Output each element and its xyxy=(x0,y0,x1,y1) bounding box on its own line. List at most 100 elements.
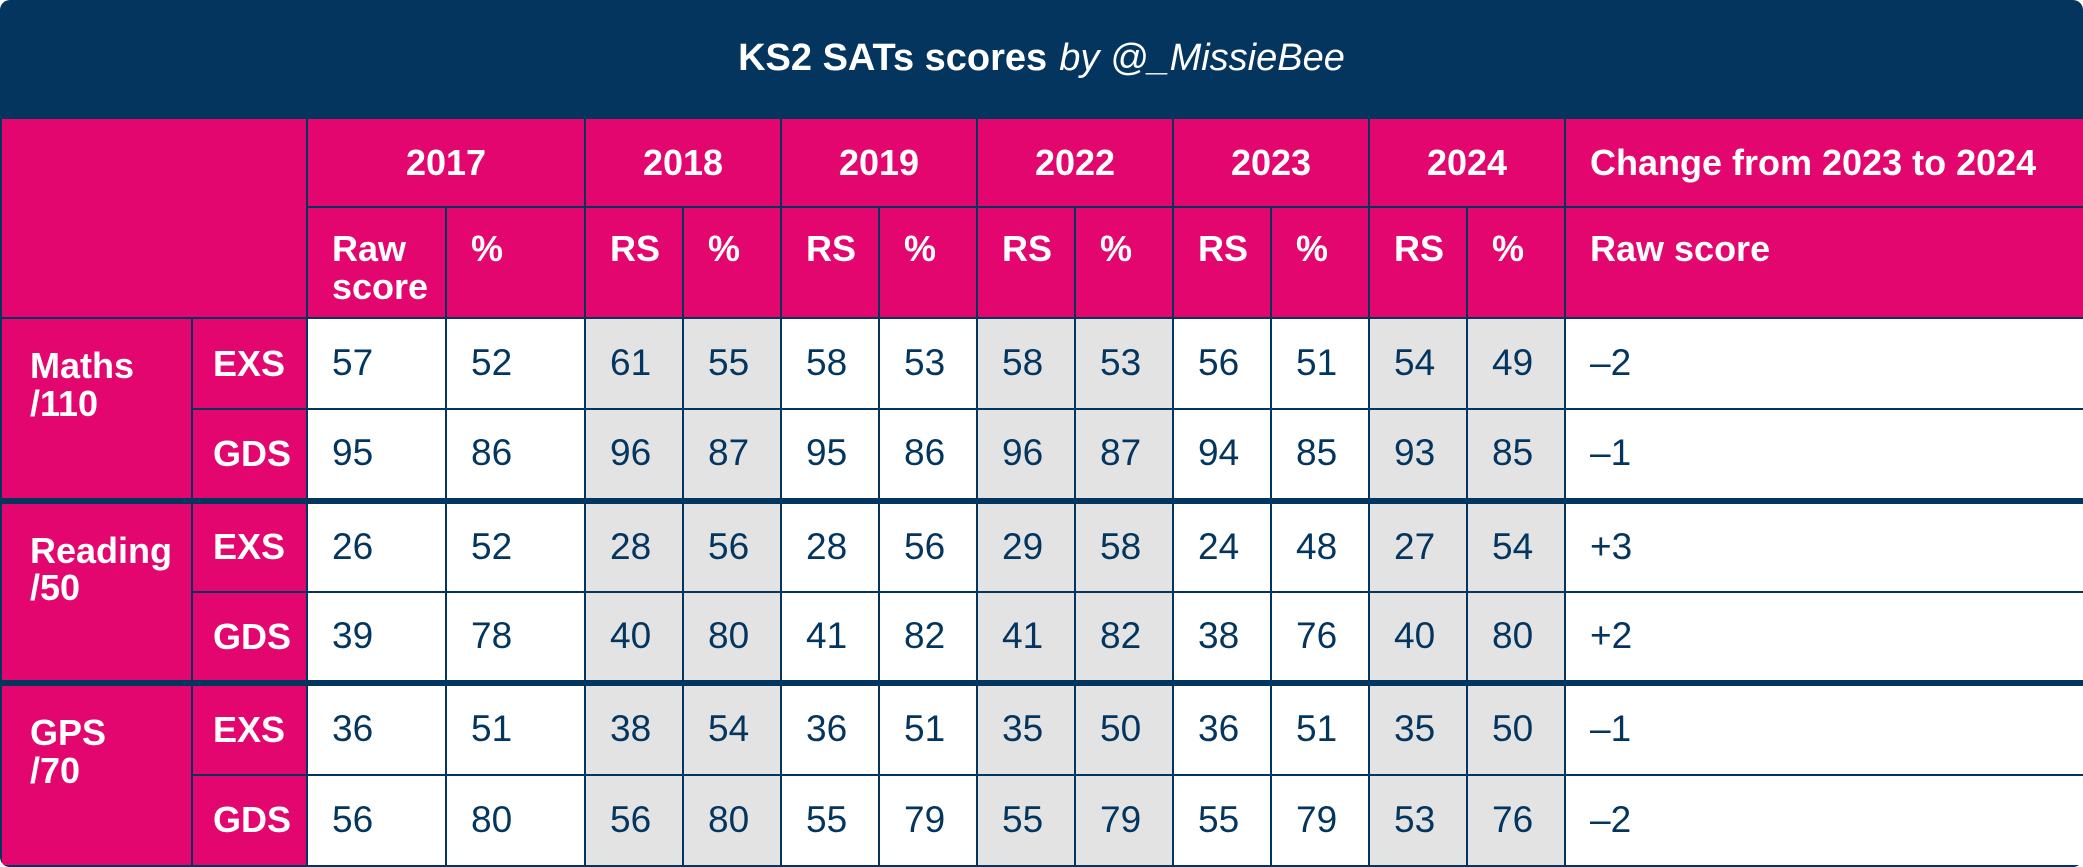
score-cell: 56 xyxy=(878,497,978,593)
sub-header-6: RS xyxy=(976,206,1076,319)
band-label: GDS xyxy=(191,773,308,867)
subject-max: /70 xyxy=(30,750,81,792)
score-cell: 38 xyxy=(584,680,684,776)
score-cell: 51 xyxy=(1270,316,1370,411)
subject-max: /50 xyxy=(30,567,81,609)
score-cell: 80 xyxy=(682,773,782,867)
score-cell: 35 xyxy=(976,680,1076,776)
table-row: GDS 39 78 40 80 41 82 41 82 38 76 40 80 +2 xyxy=(1,590,2083,685)
score-cell: 28 xyxy=(780,497,880,593)
score-cell: 38 xyxy=(1172,590,1272,685)
score-cell: 94 xyxy=(1172,408,1272,502)
score-cell: 54 xyxy=(1368,316,1468,411)
sub-header-5: % xyxy=(878,206,978,319)
score-cell: 53 xyxy=(1074,316,1174,411)
change-cell: –1 xyxy=(1564,408,2083,502)
table-row: GDS 95 86 96 87 95 86 96 87 94 85 93 85 –1 xyxy=(1,408,2083,502)
score-cell: 55 xyxy=(780,773,880,867)
score-cell: 52 xyxy=(445,316,586,411)
sub-header-10: RS xyxy=(1368,206,1468,319)
score-cell: 80 xyxy=(1466,590,1566,685)
score-cell: 40 xyxy=(584,590,684,685)
band-label: GDS xyxy=(191,408,308,502)
year-header-2019: 2019 xyxy=(780,116,978,209)
table-row: Reading/50 EXS 26 52 28 56 28 56 29 58 24 48 27 54 +3 xyxy=(0,497,2083,685)
score-cell: 36 xyxy=(306,680,447,776)
score-cell: 58 xyxy=(1074,497,1174,593)
score-cell: 56 xyxy=(584,773,684,867)
sub-header-7: % xyxy=(1074,206,1174,319)
change-cell: –2 xyxy=(1564,773,2083,867)
sub-header-4: RS xyxy=(780,206,880,319)
score-cell: 86 xyxy=(878,408,978,502)
year-header-2017: 2017 xyxy=(306,116,586,209)
subject-max: /110 xyxy=(30,382,99,424)
year-header-2023: 2023 xyxy=(1172,116,1370,209)
change-cell: +3 xyxy=(1564,497,2083,593)
sub-header-0: Raw score xyxy=(306,206,447,319)
corner-cell xyxy=(0,117,308,319)
band-label: EXS xyxy=(191,680,308,776)
score-cell: 51 xyxy=(878,680,978,776)
score-cell: 79 xyxy=(1270,773,1370,867)
score-cell: 54 xyxy=(1466,497,1566,593)
table-row: Maths/110 EXS 57 52 61 55 58 53 58 53 56 51 54 49 –2 xyxy=(0,316,2083,502)
score-cell: 36 xyxy=(1172,680,1272,776)
score-cell: 50 xyxy=(1074,680,1174,776)
score-cell: 85 xyxy=(1270,408,1370,502)
table-row: GDS 56 80 56 80 55 79 55 79 55 79 53 76 –2 xyxy=(1,773,2083,867)
table-row: GPS/70 EXS 36 51 38 54 36 51 35 50 36 51 35 50 –1 xyxy=(0,680,2083,867)
score-cell: 76 xyxy=(1466,773,1566,867)
score-cell: 87 xyxy=(682,408,782,502)
score-cell: 87 xyxy=(1074,408,1174,502)
score-cell: 41 xyxy=(976,590,1076,685)
sub-header-3: % xyxy=(682,206,782,319)
score-cell: 29 xyxy=(976,497,1076,593)
score-cell: 54 xyxy=(682,680,782,776)
score-cell: 79 xyxy=(878,773,978,867)
score-cell: 36 xyxy=(780,680,880,776)
score-cell: 53 xyxy=(1368,773,1468,867)
change-cell: +2 xyxy=(1564,590,2083,685)
score-cell: 55 xyxy=(976,773,1076,867)
change-cell: –1 xyxy=(1564,680,2083,776)
score-cell: 55 xyxy=(682,316,782,411)
table-title: KS2 SATs scores xyxy=(738,37,1048,79)
score-cell: 26 xyxy=(306,497,447,593)
score-cell: 76 xyxy=(1270,590,1370,685)
band-label: EXS xyxy=(191,497,308,593)
score-cell: 52 xyxy=(445,497,586,593)
score-cell: 56 xyxy=(682,497,782,593)
score-cell: 55 xyxy=(1172,773,1272,867)
score-cell: 53 xyxy=(878,316,978,411)
year-header-row: 2017 2018 2019 2022 2023 2024 Change from 2023… xyxy=(0,116,2083,319)
subject-gps: GPS/70 xyxy=(0,680,193,867)
score-cell: 86 xyxy=(445,408,586,502)
sub-header-9: % xyxy=(1270,206,1370,319)
subject-name: Reading xyxy=(30,529,173,571)
score-cell: 93 xyxy=(1368,408,1468,502)
year-header-2018: 2018 xyxy=(584,116,782,209)
score-cell: 56 xyxy=(306,773,447,867)
score-cell: 85 xyxy=(1466,408,1566,502)
score-cell: 51 xyxy=(445,680,586,776)
score-cell: 50 xyxy=(1466,680,1566,776)
sub-header-row: Raw score% RS% RS% RS% RS% RS% Raw score xyxy=(1,206,2083,319)
year-header-2022: 2022 xyxy=(976,116,1174,209)
subject-maths: Maths/110 xyxy=(0,316,193,502)
score-cell: 28 xyxy=(584,497,684,593)
band-label: GDS xyxy=(191,590,308,685)
score-cell: 40 xyxy=(1368,590,1468,685)
score-cell: 80 xyxy=(445,773,586,867)
score-cell: 96 xyxy=(584,408,684,502)
change-header: Change from 2023 to 2024 xyxy=(1564,116,2083,209)
score-cell: 51 xyxy=(1270,680,1370,776)
score-cell: 80 xyxy=(682,590,782,685)
change-cell: –2 xyxy=(1564,316,2083,411)
score-cell: 27 xyxy=(1368,497,1468,593)
score-cell: 61 xyxy=(584,316,684,411)
band-label: EXS xyxy=(191,316,308,411)
score-cell: 49 xyxy=(1466,316,1566,411)
score-cell: 95 xyxy=(306,408,447,502)
